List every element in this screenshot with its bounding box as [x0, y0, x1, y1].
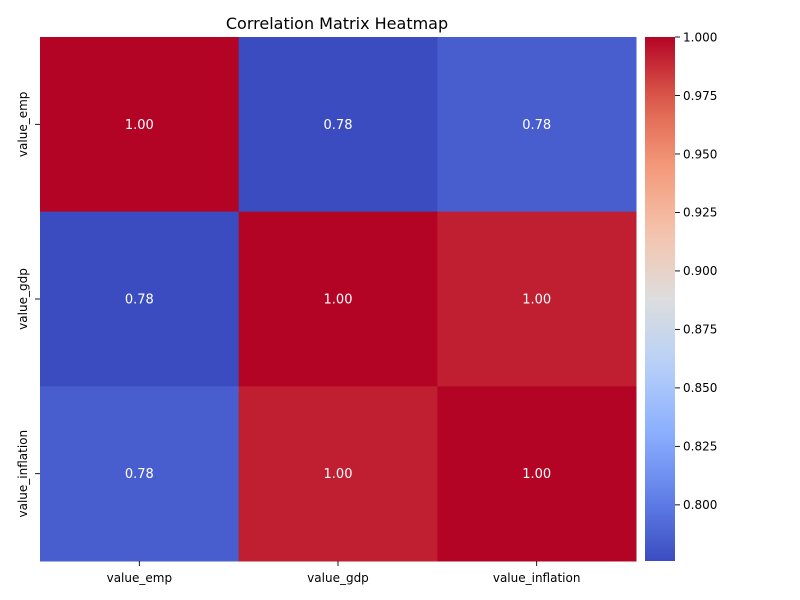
heatmap-cell [437, 211, 637, 387]
colorbar-tick-label: 0.825 [683, 440, 717, 454]
colorbar-ticks: 0.800 0.825 0.850 0.875 0.900 0.925 0.950 0.975… [675, 30, 717, 512]
heatmap-cell [238, 211, 438, 387]
y-tick-label: value_gdp [16, 268, 30, 330]
colorbar-tick-label: 0.950 [683, 147, 717, 161]
heatmap-cell [238, 386, 438, 562]
y-axis: value_emp value_gdp value_inflation [16, 92, 40, 518]
colorbar-tick-label: 0.875 [683, 323, 717, 337]
x-tick-label: value_inflation [493, 571, 581, 585]
heatmap-cell [40, 37, 240, 213]
cell-value-label: 1.00 [324, 467, 353, 482]
y-tick-label: value_inflation [16, 430, 30, 518]
colorbar [645, 37, 675, 561]
heatmap-cell [437, 386, 637, 562]
cell-value-label: 0.78 [125, 467, 154, 482]
cell-value-label: 1.00 [522, 293, 551, 308]
heatmap-cells [40, 37, 637, 562]
heatmap-cell [40, 386, 240, 562]
colorbar-tick-label: 0.900 [683, 264, 717, 278]
colorbar-tick-label: 1.000 [683, 30, 717, 44]
heatmap-cell [40, 211, 240, 387]
x-axis: value_emp value_gdp value_inflation [107, 561, 581, 585]
cell-value-label: 1.00 [324, 293, 353, 308]
y-tick-label: value_emp [16, 92, 30, 157]
heatmap-cell [238, 37, 438, 213]
cell-value-label: 0.78 [125, 293, 154, 308]
heatmap-cell [437, 37, 637, 213]
colorbar-tick-label: 0.925 [683, 206, 717, 220]
colorbar-gradient [645, 37, 675, 561]
cell-value-label: 1.00 [522, 467, 551, 482]
colorbar-tick-label: 0.975 [683, 89, 717, 103]
x-tick-label: value_emp [107, 571, 172, 585]
cell-value-label: 0.78 [324, 118, 353, 133]
chart-title: Correlation Matrix Heatmap [226, 14, 448, 33]
x-tick-label: value_gdp [307, 571, 369, 585]
cell-value-label: 0.78 [522, 118, 551, 133]
heatmap-cell-labels: 1.00 0.78 0.78 0.78 1.00 1.00 0.78 1.00 1.00 [125, 118, 551, 482]
cell-value-label: 1.00 [125, 118, 154, 133]
colorbar-tick-label: 0.850 [683, 381, 717, 395]
colorbar-tick-label: 0.800 [683, 498, 717, 512]
